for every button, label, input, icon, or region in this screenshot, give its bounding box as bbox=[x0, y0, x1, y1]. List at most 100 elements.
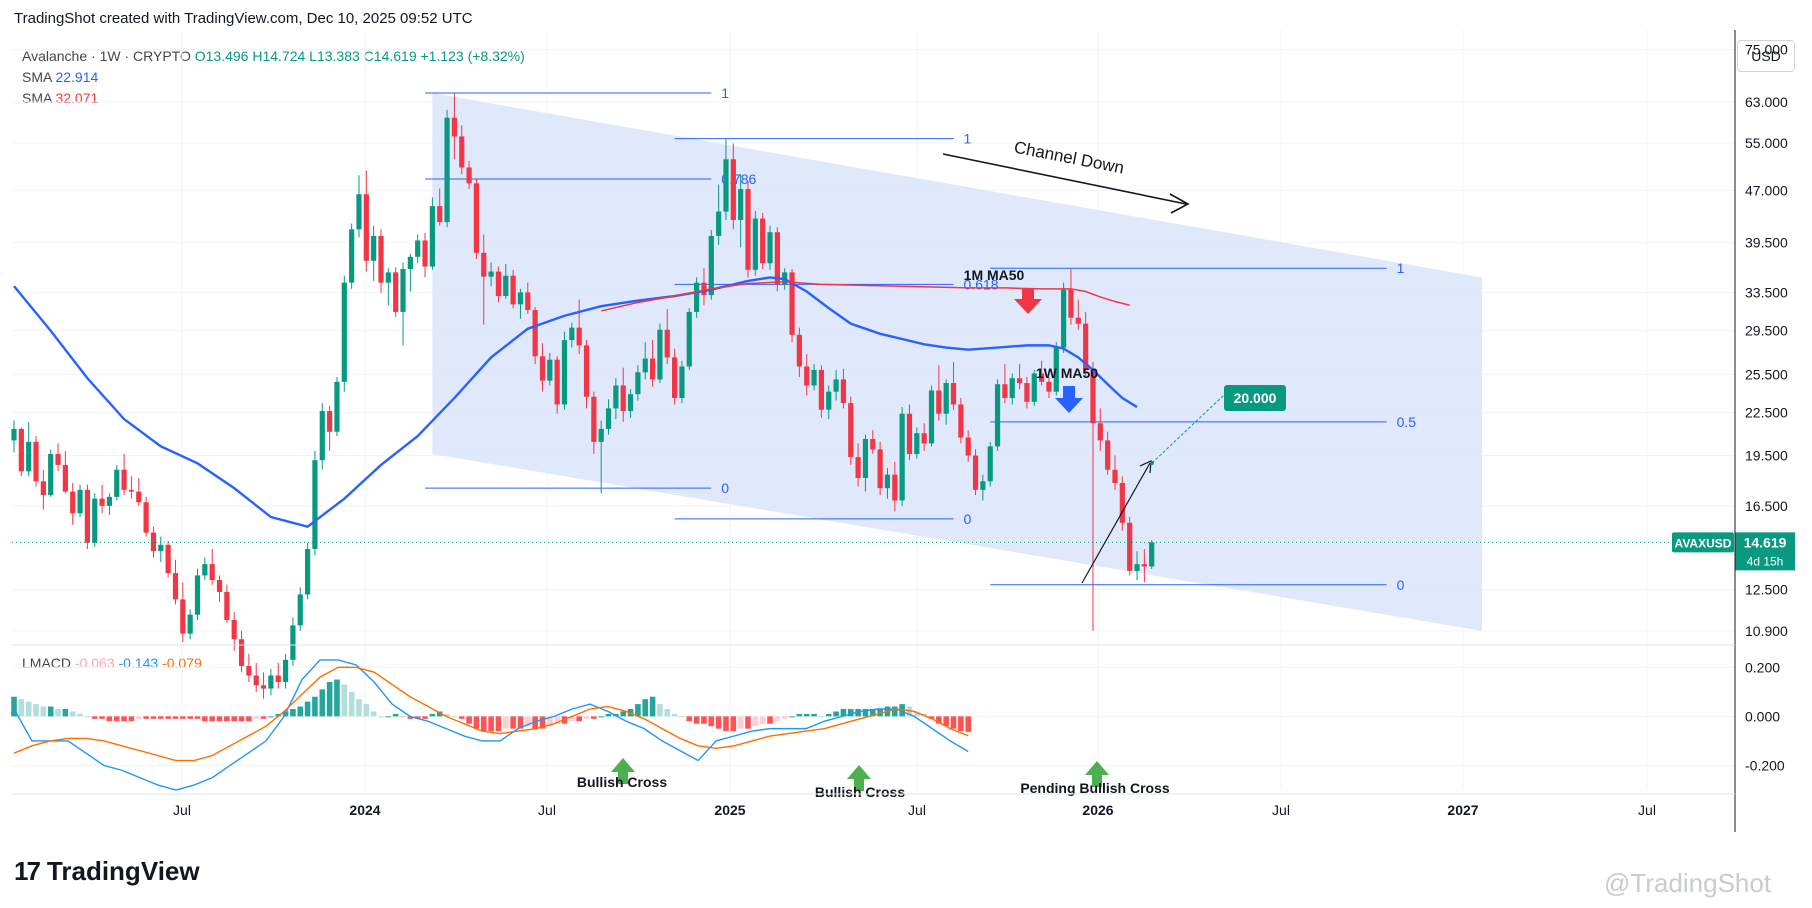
fib-level-label: 0 bbox=[964, 511, 972, 527]
candle-body bbox=[833, 379, 839, 392]
macd-hist-bar bbox=[282, 711, 289, 717]
candle-body bbox=[730, 159, 736, 220]
ma-line bbox=[601, 281, 1130, 312]
ma1m-label: 1M MA50 bbox=[964, 267, 1025, 283]
candle-body bbox=[994, 384, 1001, 447]
sma2-label: SMA bbox=[22, 90, 52, 106]
fib-retracements: 1 0.786 0 1 0.618 0 1 0.5 0 bbox=[425, 85, 1416, 593]
candle-body bbox=[40, 481, 46, 496]
candle-body bbox=[906, 413, 913, 454]
macd-hist-bar bbox=[877, 709, 883, 717]
candle-body bbox=[158, 544, 164, 552]
currency-button[interactable]: USD bbox=[1737, 40, 1795, 72]
macd-hist-bar bbox=[921, 713, 927, 717]
ohlc-row[interactable]: Avalanche · 1W · CRYPTO O13.496 H14.724 … bbox=[22, 46, 525, 67]
macd-hist-bar bbox=[862, 709, 869, 717]
candle-body bbox=[371, 235, 377, 261]
channel-arrow bbox=[942, 153, 1187, 205]
macd-hist-bar bbox=[642, 699, 649, 717]
candle-body bbox=[114, 469, 120, 497]
macd-hist-bar bbox=[803, 713, 810, 717]
channel-arrow-head-icon bbox=[1169, 193, 1190, 214]
candle-body bbox=[422, 240, 428, 267]
macd-hist-bar bbox=[958, 716, 964, 732]
candle-body bbox=[260, 685, 267, 689]
change-value: +1.123 (+8.32%) bbox=[420, 48, 525, 64]
ma-line bbox=[13, 276, 1138, 528]
macd-hist-bar bbox=[77, 713, 83, 717]
macd-tick-label: 0.000 bbox=[1745, 708, 1780, 724]
channel-down-label: Channel Down bbox=[1013, 138, 1126, 178]
candle-body bbox=[752, 218, 758, 270]
candle-body bbox=[334, 381, 340, 432]
candle-body bbox=[290, 625, 296, 660]
macd-hist-bar bbox=[730, 716, 737, 732]
macd-hist-bar bbox=[591, 716, 597, 719]
x-tick-label: 2027 bbox=[1447, 802, 1478, 818]
candle-body bbox=[128, 489, 135, 492]
macd-hist-bar bbox=[539, 716, 546, 729]
ma1w-label: 1W MA50 bbox=[1036, 365, 1098, 381]
grid bbox=[12, 30, 1735, 790]
macd-hist-bar bbox=[723, 716, 729, 732]
annotations: AVAXUSD 14.619 4d 15h Channel Down 1M MA50 1W… bbox=[577, 138, 1795, 800]
macd-hist-bar bbox=[936, 716, 942, 724]
candle-body bbox=[1061, 289, 1067, 348]
macd-hist-bar bbox=[781, 716, 788, 719]
macd-hist-bar bbox=[135, 716, 142, 719]
symbol-legend: Avalanche · 1W · CRYPTO O13.496 H14.724 … bbox=[22, 46, 525, 109]
macd-hist-bar bbox=[319, 689, 326, 717]
macd-hist-bar bbox=[202, 716, 208, 722]
candle-body bbox=[136, 491, 142, 503]
candle-body bbox=[855, 457, 861, 478]
candle-body bbox=[672, 357, 678, 398]
candle-body bbox=[473, 183, 480, 253]
ticker-badge-label: AVAXUSD bbox=[1675, 536, 1732, 550]
candle-body bbox=[349, 229, 355, 283]
candle-body bbox=[1053, 347, 1059, 392]
macd-hist-bar bbox=[789, 716, 795, 718]
macd-hist-bar bbox=[752, 716, 759, 727]
candle-body bbox=[539, 356, 546, 381]
macd-hist-bar bbox=[246, 716, 252, 722]
macd-hist-bar bbox=[378, 716, 384, 718]
candle-body bbox=[92, 498, 98, 543]
macd-hist-bar bbox=[25, 701, 32, 717]
macd-hist-bar bbox=[767, 716, 773, 724]
candle-body bbox=[437, 206, 443, 223]
bullish-cross-label: Bullish Cross bbox=[577, 774, 667, 790]
macd-hist-bar bbox=[745, 716, 751, 729]
macd-hist-bar bbox=[106, 716, 113, 722]
up-arrow-green-icon bbox=[611, 758, 635, 784]
fib-level-label: 0.618 bbox=[964, 276, 999, 292]
sma2-row[interactable]: SMA 32.071 bbox=[22, 88, 525, 109]
macd-hist-bar bbox=[598, 716, 604, 718]
macd-legend[interactable]: LMACD -0.063 -0.143 -0.079 bbox=[22, 655, 202, 671]
sma1-row[interactable]: SMA 22.914 bbox=[22, 67, 525, 88]
y-tick-label: 33.500 bbox=[1745, 284, 1788, 300]
candle-body bbox=[1134, 564, 1140, 571]
moving-averages bbox=[12, 276, 1735, 543]
candle-body bbox=[400, 269, 406, 312]
candle-body bbox=[180, 599, 186, 634]
macd-label: LMACD bbox=[22, 655, 72, 671]
target-value: 20.000 bbox=[1234, 390, 1277, 406]
candle-body bbox=[884, 474, 891, 489]
x-tick-label: Jul bbox=[173, 802, 191, 818]
projection-arrow-head-icon bbox=[1139, 460, 1152, 474]
macd-hist-bar bbox=[818, 716, 825, 718]
candle-body bbox=[1046, 381, 1052, 392]
candle-body bbox=[928, 390, 935, 444]
macd-hist-bar bbox=[466, 716, 472, 724]
candle-body bbox=[165, 544, 171, 574]
candle-body bbox=[429, 206, 435, 267]
macd-hist-bar bbox=[701, 716, 707, 724]
price-axis: 75.00063.00055.00047.00039.50033.50029.5… bbox=[12, 30, 1788, 832]
macd-hist-bar bbox=[759, 716, 766, 724]
candle-body bbox=[708, 235, 714, 296]
candle-body bbox=[716, 211, 722, 236]
candle-body bbox=[194, 575, 201, 615]
macd-hist-bar bbox=[458, 716, 465, 719]
candle-body bbox=[70, 491, 76, 514]
